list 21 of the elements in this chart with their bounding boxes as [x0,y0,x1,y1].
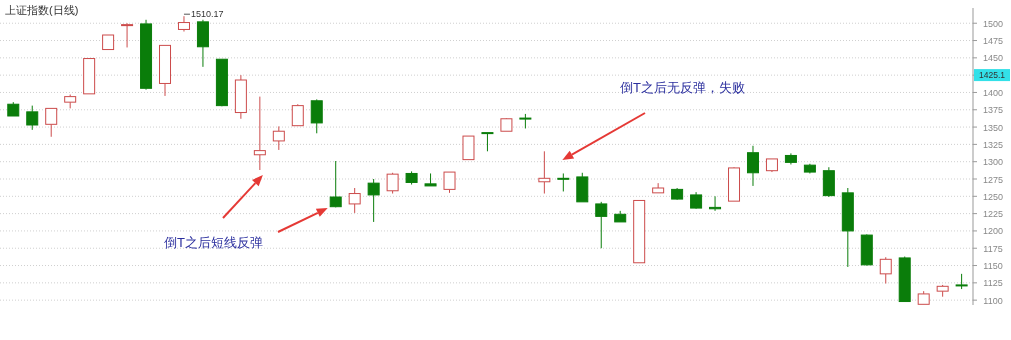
y-tick-label: 1250 [982,191,1004,202]
y-tick-label: 1500 [982,18,1004,29]
y-tick-label: 1200 [982,226,1004,237]
text: 1425.1 [979,70,1006,81]
y-tick-label: 1300 [982,157,1004,168]
chart-title: 上证指数(日线) [5,4,79,16]
y-tick-label: 1175 [983,243,1003,254]
y-tick-label: 1125 [983,278,1003,289]
y-tick-label: 1150 [983,261,1003,272]
annotation: 倒T之后短线反弹 [164,235,263,250]
y-tick-label: 1100 [983,295,1003,306]
y-tick-label: 1275 [982,174,1004,185]
y-tick-label: 1225 [982,209,1004,220]
y-tick-label: 1325 [982,139,1004,150]
annotation: 1510.17 [190,9,224,20]
y-tick-label: 1450 [982,53,1004,64]
y-tick-label: 1350 [982,122,1004,133]
y-tick-label: 1400 [982,87,1004,98]
annotation: 倒T之后无反弹，失败 [620,80,745,95]
y-tick-label: 1475 [982,36,1004,47]
y-tick-label: 1375 [982,105,1004,116]
